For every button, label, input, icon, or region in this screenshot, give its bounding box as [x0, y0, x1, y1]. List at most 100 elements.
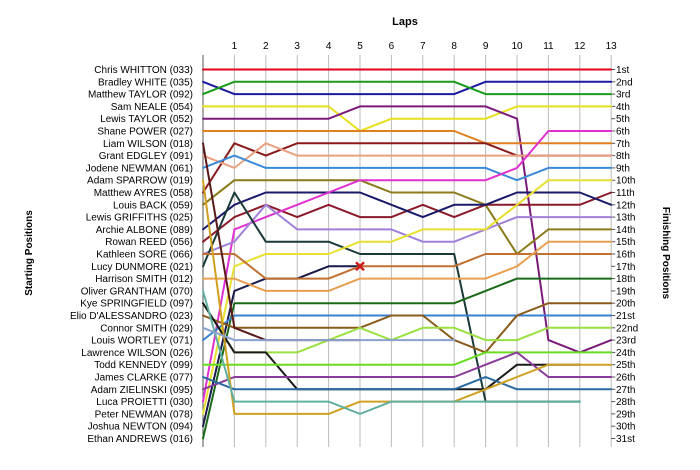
x-tick-label: 13 — [606, 41, 618, 52]
x-tick-label: 7 — [420, 41, 426, 52]
finishing-position-label: 17th — [616, 262, 635, 273]
series-line — [202, 105, 613, 354]
series-line — [202, 179, 613, 255]
finishing-position-label: 15th — [616, 237, 635, 248]
grid — [202, 55, 616, 447]
x-tick-label: 11 — [543, 41, 554, 52]
starting-position-label: Louis WORTLEY (071) — [91, 336, 193, 347]
finishing-position-label: 8th — [616, 151, 630, 162]
finishing-position-label: 3rd — [616, 90, 630, 101]
series-line — [202, 179, 613, 415]
finishing-position-label: 23rd — [616, 336, 636, 347]
starting-position-label: Lewis TAYLOR (052) — [100, 114, 193, 125]
x-tick-label: 8 — [451, 41, 457, 52]
starting-position-label: Shane POWER (027) — [97, 127, 193, 138]
finishing-position-label: 29th — [616, 409, 635, 420]
series-line — [202, 80, 613, 96]
finishing-position-label: 21st — [616, 311, 635, 322]
starting-position-label: Louis BACK (059) — [113, 200, 193, 211]
finishing-position-label: 19th — [616, 286, 635, 297]
chart-title: Laps — [392, 16, 418, 28]
series-line — [202, 105, 613, 132]
finishing-position-label: 13th — [616, 213, 635, 224]
x-tick-label: 5 — [357, 41, 363, 52]
x-tick-label: 6 — [389, 41, 395, 52]
starting-position-label: Bradley WHITE (035) — [98, 77, 193, 88]
series-line — [202, 326, 456, 342]
series-line — [202, 130, 613, 145]
finishing-position-label: 18th — [616, 274, 635, 285]
starting-position-label: Elio D'ALESSANDRO (023) — [70, 311, 193, 322]
starting-position-label: Grant EDGLEY (091) — [99, 151, 193, 162]
series-line — [202, 289, 581, 415]
starting-position-label: Peter NEWMAN (078) — [95, 409, 193, 420]
markers — [355, 261, 365, 272]
series-line — [202, 142, 613, 169]
series-line — [202, 277, 613, 440]
starting-position-label: James CLARKE (077) — [95, 373, 193, 384]
finishing-position-label: 16th — [616, 250, 635, 261]
series-line — [202, 253, 613, 280]
starting-position-label: Sam NEALE (054) — [111, 102, 193, 113]
starting-position-label: Rowan REED (056) — [105, 237, 193, 248]
finishing-position-label: 31st — [616, 434, 635, 445]
finishing-position-label: 5th — [616, 114, 630, 125]
starting-position-label: Lewis GRIFFITHS (025) — [86, 213, 193, 224]
finishing-position-label: 26th — [616, 373, 635, 384]
starting-position-label: Jodene NEWMAN (061) — [86, 163, 193, 174]
starting-position-label: Archie ALBONE (089) — [96, 225, 193, 236]
series-line — [202, 179, 613, 415]
starting-position-label: Chris WHITTON (033) — [94, 65, 193, 76]
starting-position-label: Lucy DUNMORE (021) — [91, 262, 193, 273]
finishing-position-label: 11th — [616, 188, 635, 199]
x-tick-label: 2 — [263, 41, 269, 52]
starting-position-label: Oliver GRANTHAM (070) — [81, 286, 193, 297]
x-tick-label: 1 — [232, 41, 238, 52]
retired-marker — [355, 261, 365, 272]
finishing-position-label: 24th — [616, 348, 635, 359]
series-line — [202, 80, 613, 96]
finishing-position-label: 9th — [616, 163, 630, 174]
series-line — [202, 191, 613, 231]
finishing-position-label: 20th — [616, 299, 635, 310]
starting-position-label: Joshua NEWTON (094) — [88, 422, 193, 433]
y-axis-label-left: Starting Positions — [24, 210, 35, 296]
starting-position-label: Matthew AYRES (058) — [94, 188, 193, 199]
starting-position-label: Kye SPRINGFIELD (097) — [80, 299, 193, 310]
starting-position-label: Kathleen SORE (066) — [96, 250, 193, 261]
finishing-position-label: 12th — [616, 200, 635, 211]
starting-position-label: Adam SPARROW (019) — [87, 176, 193, 187]
starting-position-label: Luca PROIETTI (030) — [96, 397, 193, 408]
x-tick-label: 3 — [294, 41, 300, 52]
series-line — [202, 302, 613, 354]
starting-position-label: Matthew TAYLOR (092) — [88, 90, 193, 101]
finishing-position-label: 4th — [616, 102, 630, 113]
finishing-position-label: 10th — [616, 176, 635, 187]
y-axis-label-right: Finishing Positions — [660, 207, 671, 300]
x-tick-label: 9 — [483, 41, 489, 52]
starting-position-label: Adam ZIELINSKI (095) — [91, 385, 193, 396]
finishing-position-label: 1st — [616, 65, 630, 76]
finishing-position-label: 14th — [616, 225, 635, 236]
finishing-position-label: 30th — [616, 422, 635, 433]
series-line — [202, 351, 613, 366]
x-tick-label: 4 — [326, 41, 332, 52]
finishing-position-label: 6th — [616, 127, 630, 138]
starting-position-label: Liam WILSON (018) — [103, 139, 193, 150]
starting-position-label: Harrison SMITH (012) — [95, 274, 193, 285]
finishing-position-label: 28th — [616, 397, 635, 408]
series-line — [202, 351, 613, 391]
series-line — [202, 376, 613, 391]
starting-position-label: Todd KENNEDY (099) — [94, 360, 193, 371]
series-lines — [202, 68, 613, 440]
finishing-position-label: 22nd — [616, 323, 638, 334]
series-line — [202, 240, 613, 292]
finishing-position-label: 7th — [616, 139, 630, 150]
finishing-position-label: 2nd — [616, 77, 633, 88]
retired-marker-stroke — [355, 261, 365, 272]
x-tick-label: 12 — [574, 41, 586, 52]
series-line — [202, 302, 613, 354]
